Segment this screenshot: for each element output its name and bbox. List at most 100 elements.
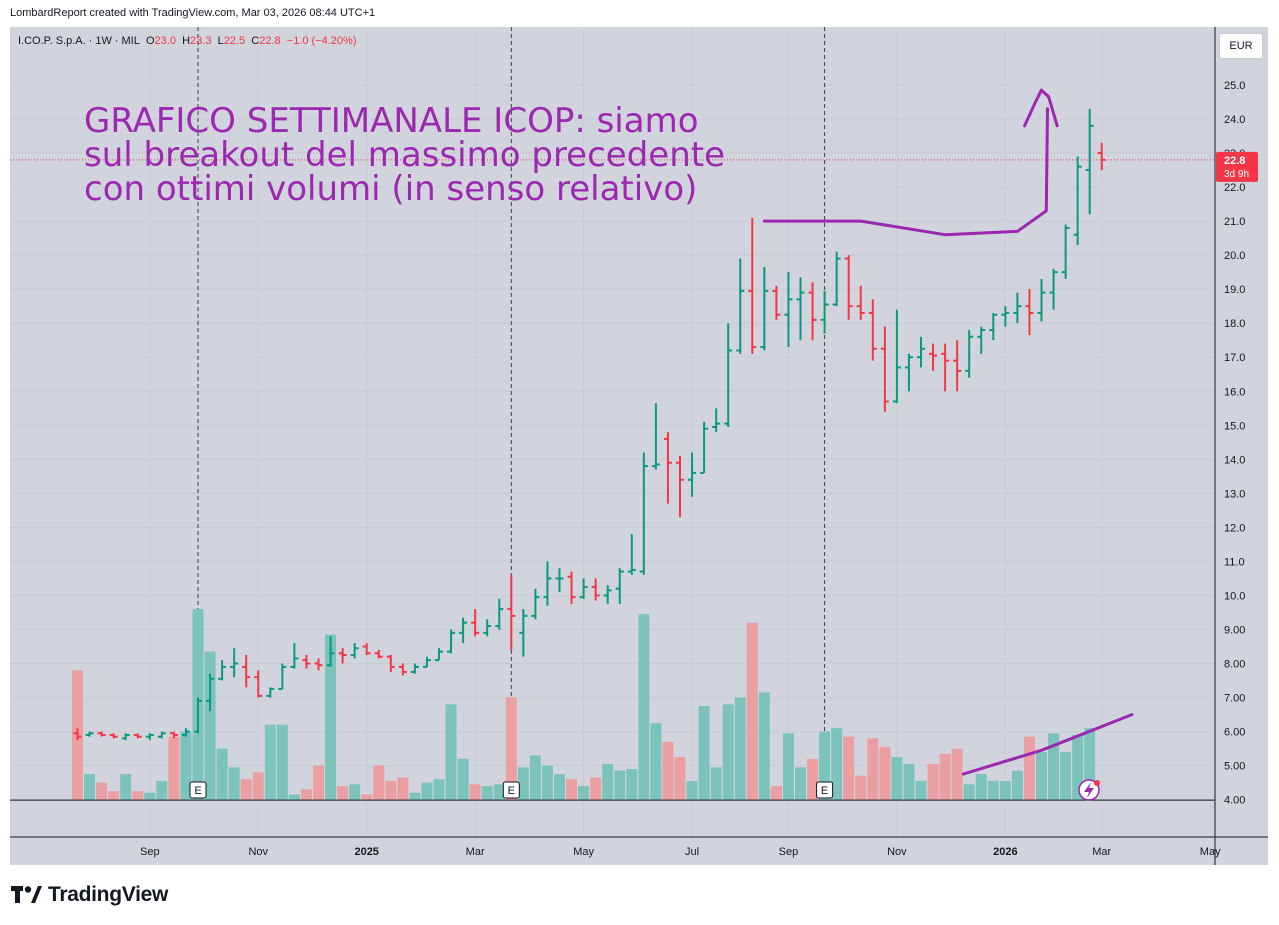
volume-bar bbox=[710, 767, 722, 800]
ohlc-bar bbox=[73, 728, 82, 741]
low-value: 22.5 bbox=[223, 35, 246, 47]
price-tag-box bbox=[1216, 151, 1258, 182]
ohlc-bar bbox=[85, 731, 94, 737]
price-tick-label: 11.0 bbox=[1224, 556, 1245, 568]
price-tick-label: 10.0 bbox=[1224, 590, 1245, 602]
symbol-legend: I.CO.P. S.p.A. · 1W · MIL O23.0 H23.3 L22.5 … bbox=[18, 35, 357, 47]
ohlc-bar bbox=[1037, 278, 1046, 322]
volume-bar bbox=[1036, 751, 1047, 800]
ohlc-bar bbox=[338, 648, 347, 664]
volume-bar bbox=[108, 791, 120, 800]
time-tick-label: May bbox=[573, 846, 594, 858]
volume-bar bbox=[819, 731, 831, 800]
symbol-exchange: MIL bbox=[121, 35, 140, 47]
high-label: H bbox=[182, 35, 191, 47]
ohlc-bar bbox=[748, 217, 757, 354]
ohlc-bar bbox=[1085, 108, 1094, 215]
earnings-lines bbox=[197, 27, 826, 790]
volume-bar bbox=[144, 792, 156, 800]
ohlc-bar bbox=[1001, 306, 1010, 327]
volume-bar bbox=[288, 794, 300, 800]
ohlc-bar bbox=[892, 309, 901, 404]
volume-bar bbox=[999, 780, 1011, 800]
price-tick-label: 19.0 bbox=[1224, 284, 1245, 296]
ohlc-bar bbox=[760, 267, 769, 351]
ohlc-bar bbox=[977, 326, 986, 354]
volume-bar bbox=[216, 748, 228, 800]
ohlc-bar bbox=[579, 578, 588, 599]
earnings-marker-label: E bbox=[508, 785, 515, 797]
ohlc-bar bbox=[1025, 289, 1034, 336]
ohlc-bar bbox=[1073, 156, 1082, 245]
volume-bar bbox=[445, 704, 457, 800]
earnings-marker-label: E bbox=[821, 785, 828, 797]
alert-icon-bolt bbox=[1084, 782, 1094, 798]
volume-bar bbox=[240, 779, 252, 800]
volume-bar bbox=[879, 746, 891, 800]
volume-bar bbox=[397, 777, 409, 800]
volume-bar bbox=[84, 774, 96, 800]
volume-bar bbox=[204, 651, 216, 800]
ohlc-bar bbox=[688, 452, 697, 497]
volume-bar bbox=[698, 706, 710, 800]
volume-bar bbox=[541, 765, 553, 800]
ohlc-bar bbox=[904, 353, 913, 392]
close-label: C bbox=[251, 35, 260, 47]
time-tick-label: Mar bbox=[466, 846, 485, 858]
price-tick-label: 8.00 bbox=[1224, 659, 1245, 671]
ohlc-bar bbox=[326, 636, 335, 667]
ohlc-bar bbox=[868, 299, 877, 361]
ohlc-bar bbox=[218, 660, 227, 681]
volume-bar bbox=[120, 774, 132, 800]
volume-bars bbox=[10, 609, 1215, 801]
ohlc-bar bbox=[302, 655, 311, 669]
volume-bar bbox=[1023, 736, 1035, 800]
ohlc-bar bbox=[591, 578, 600, 601]
ohlc-bar bbox=[181, 728, 190, 737]
resistance-line bbox=[762, 107, 1049, 237]
volume-bar bbox=[433, 779, 445, 800]
volume-bar bbox=[758, 692, 770, 800]
ohlc-bar bbox=[374, 649, 383, 659]
volume-bar bbox=[361, 794, 373, 800]
volume-bar bbox=[903, 763, 915, 800]
ohlc-bar bbox=[471, 609, 480, 637]
volume-bar bbox=[831, 728, 843, 800]
price-tick-label: 4.00 bbox=[1224, 795, 1245, 807]
annotation-line-3: con ottimi volumi (in senso relativo) bbox=[84, 169, 698, 209]
volume-bar bbox=[963, 784, 975, 800]
price-tick-label: 12.0 bbox=[1224, 522, 1245, 534]
ohlc-bar bbox=[1013, 292, 1022, 324]
lightning-alert-icon[interactable] bbox=[1078, 779, 1100, 801]
ohlc-bar bbox=[844, 255, 853, 320]
symbol-name[interactable]: I.CO.P. S.p.A. bbox=[18, 35, 86, 47]
volume-bar bbox=[855, 775, 867, 800]
chart-credit: LombardReport created with TradingView.c… bbox=[10, 7, 376, 19]
ohlc-bar bbox=[1061, 224, 1070, 279]
volume-bar bbox=[867, 738, 879, 800]
ohlc-bar bbox=[109, 733, 118, 739]
volume-bar bbox=[252, 772, 264, 800]
volume-bar bbox=[1072, 734, 1084, 800]
ohlc-bar bbox=[459, 617, 468, 644]
volume-bar bbox=[734, 697, 746, 800]
volume-bar bbox=[807, 758, 819, 800]
earnings-marker-label: E bbox=[194, 785, 201, 797]
volume-bar bbox=[939, 753, 951, 800]
ohlc-bar bbox=[627, 534, 636, 576]
ohlc-bar bbox=[808, 282, 817, 341]
currency-button[interactable]: EUR bbox=[1219, 33, 1263, 59]
ohlc-bar bbox=[929, 343, 938, 371]
price-tick-label: 6.00 bbox=[1224, 727, 1245, 739]
tradingview-brand[interactable]: TradingView bbox=[11, 883, 168, 906]
ohlc-bar bbox=[422, 656, 431, 668]
volume-bar bbox=[578, 786, 590, 800]
ohlc-bar bbox=[386, 655, 395, 673]
price-tick-label: 16.0 bbox=[1224, 386, 1245, 398]
ohlc-bar bbox=[820, 290, 829, 334]
annotation-text[interactable]: GRAFICO SETTIMANALE ICOP: siamo sul brea… bbox=[84, 104, 725, 206]
volume-bar bbox=[325, 634, 337, 800]
volume-bar bbox=[674, 757, 686, 800]
